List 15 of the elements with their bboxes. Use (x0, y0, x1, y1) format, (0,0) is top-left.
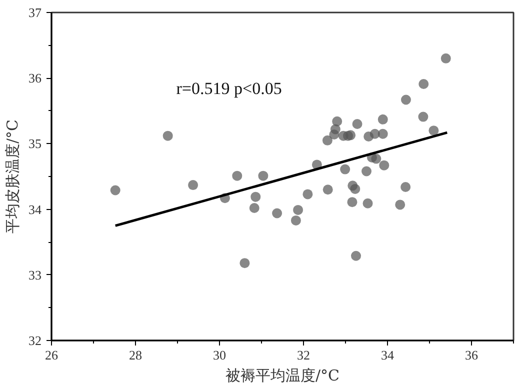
y-tick-label: 32 (28, 333, 42, 348)
x-tick-label: 28 (129, 348, 142, 362)
y-axis-title: 平均皮肤温度/°C (4, 119, 22, 234)
y-tick-label: 36 (28, 70, 42, 86)
x-tick-label: 34 (381, 348, 394, 362)
x-axis-title: 被褥平均温度/°C (225, 366, 340, 384)
x-tick-label: 32 (297, 348, 310, 362)
x-tick-label: 36 (465, 348, 478, 362)
y-tick-label: 35 (28, 136, 42, 152)
x-tick-label: 26 (45, 348, 58, 362)
y-tick-label: 37 (28, 5, 42, 20)
y-tick-label: 33 (28, 267, 42, 282)
y-tick-label: 34 (28, 202, 42, 217)
annotation: r=0.519 p<0.05 (176, 78, 282, 98)
x-tick-label: 30 (213, 348, 226, 362)
